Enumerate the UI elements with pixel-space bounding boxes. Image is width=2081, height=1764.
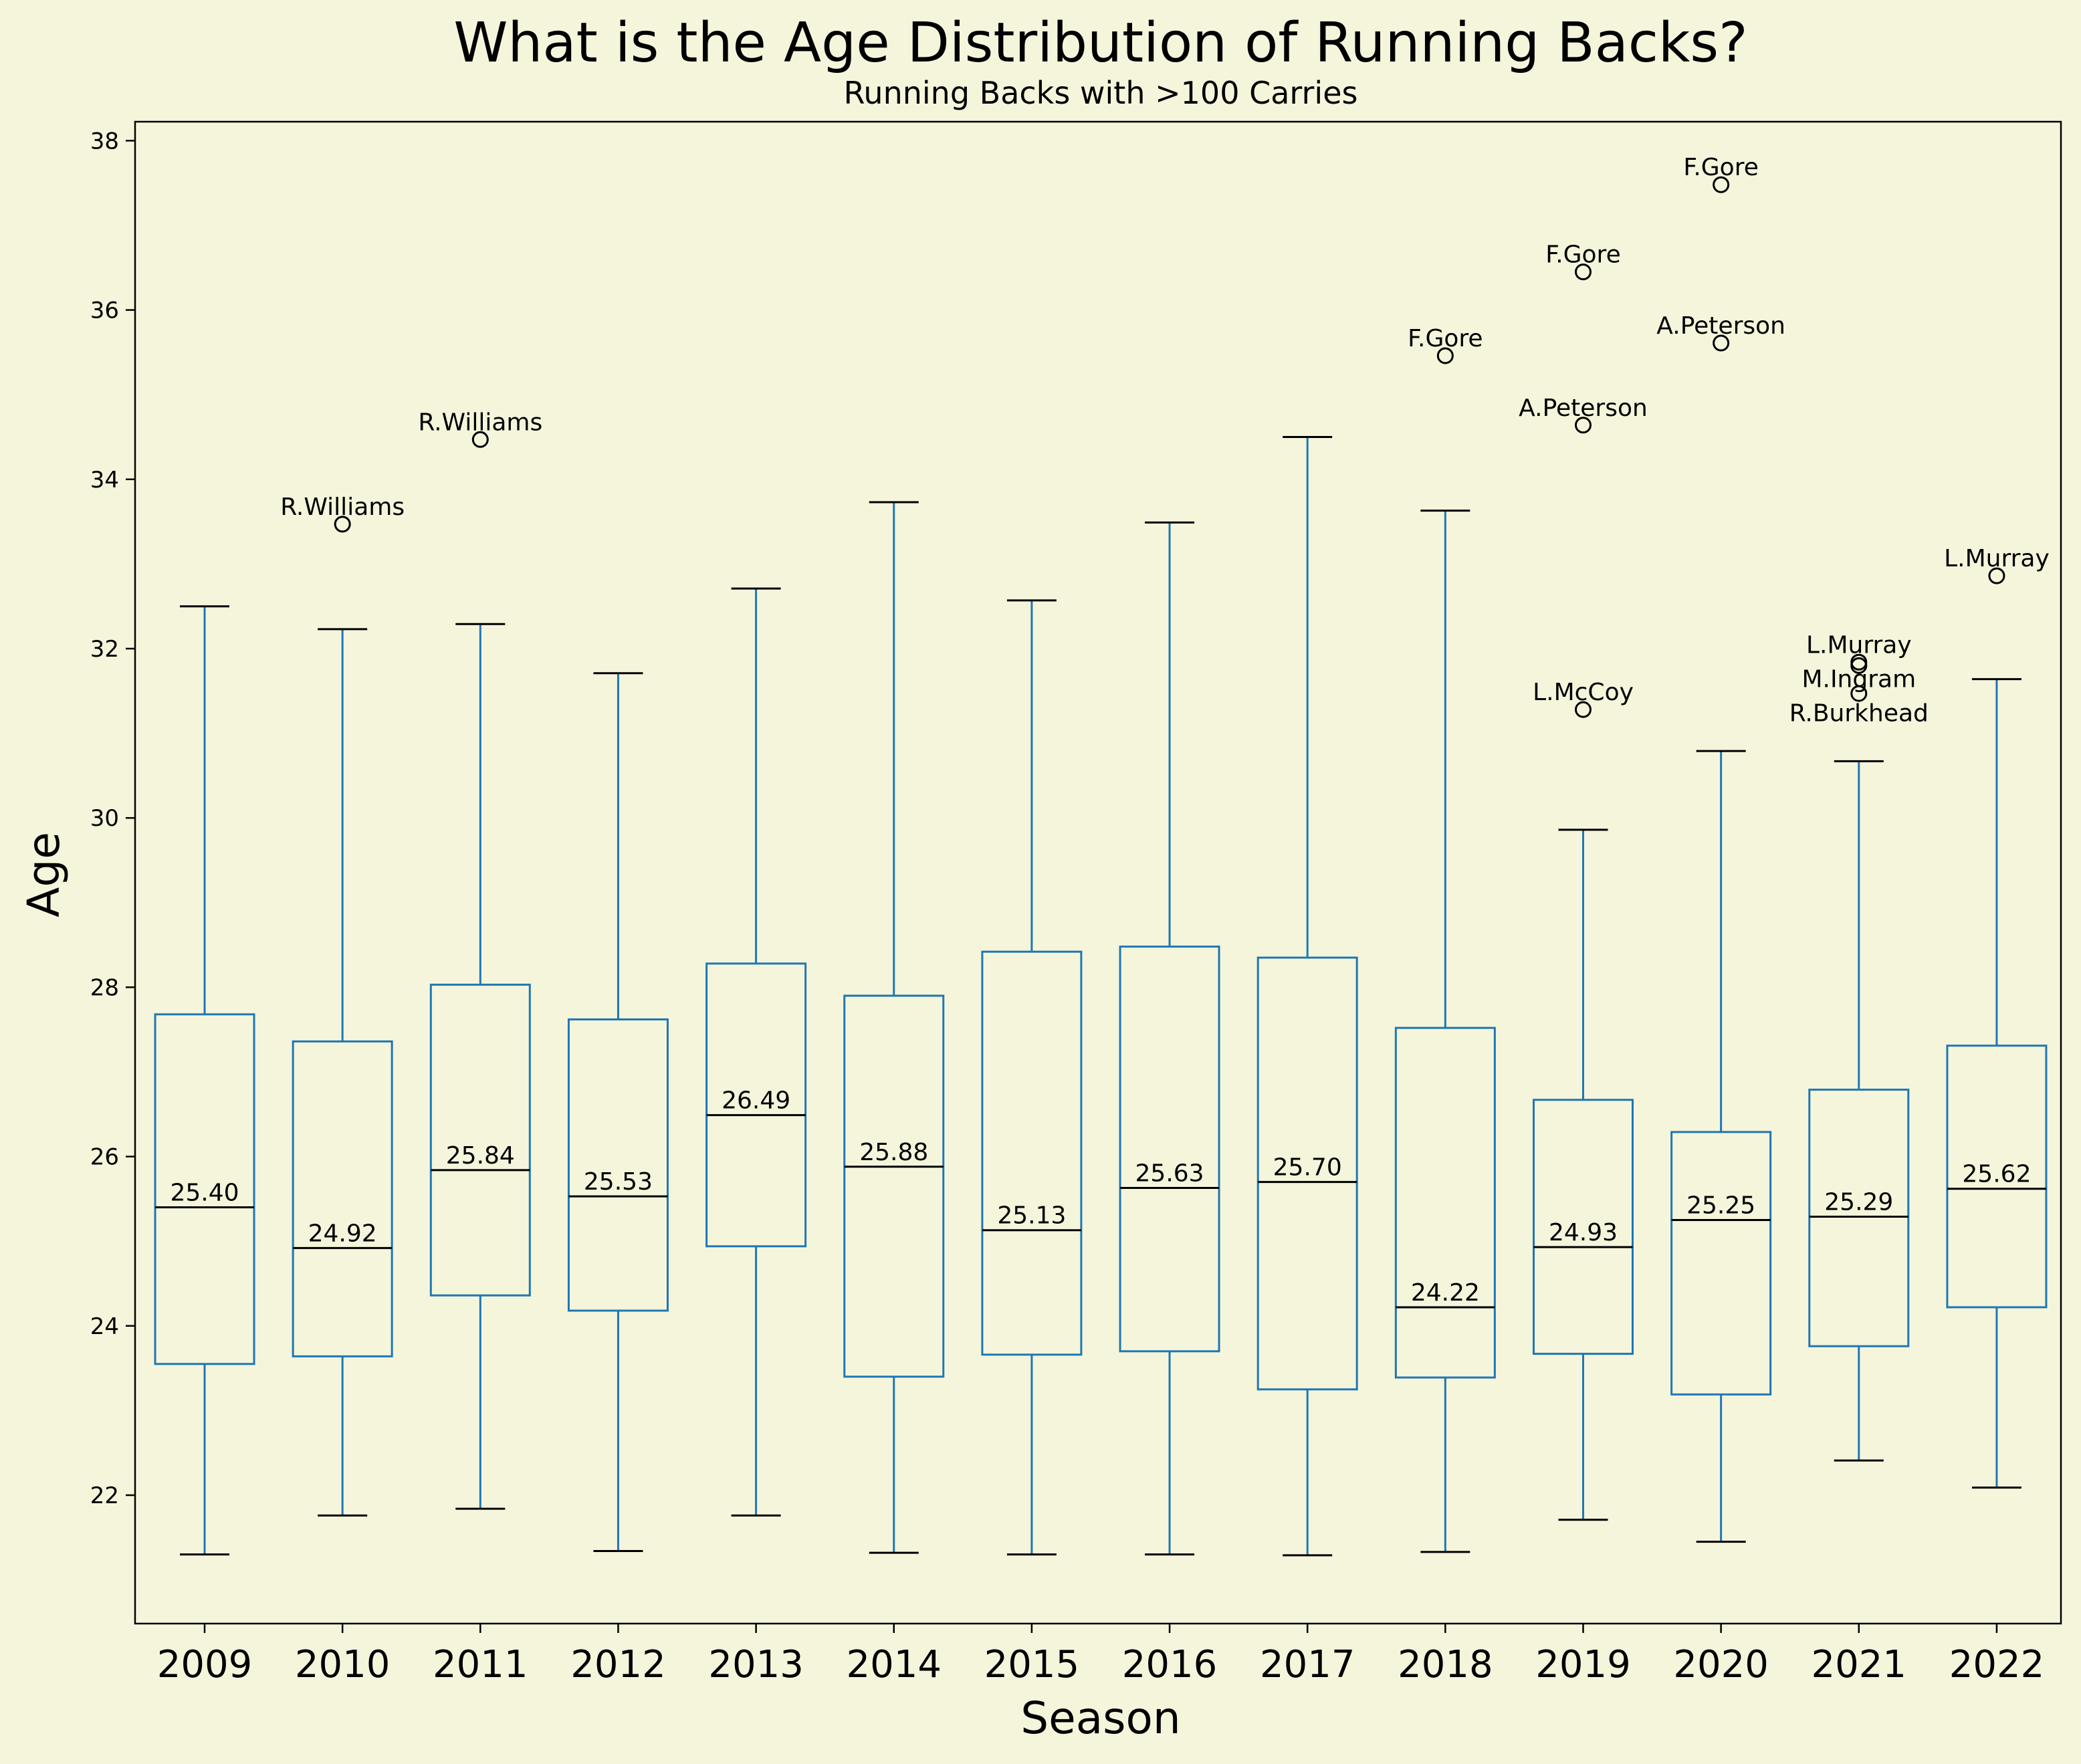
outlier-point bbox=[1850, 685, 1868, 702]
y-axis-label: Age bbox=[18, 832, 70, 917]
median-label: 25.29 bbox=[1824, 1188, 1893, 1216]
iqr-box bbox=[1533, 1099, 1634, 1355]
outlier-point bbox=[1988, 567, 2005, 584]
iqr-box bbox=[843, 994, 945, 1378]
chart-subtitle: Running Backs with >100 Carries bbox=[844, 75, 1358, 111]
x-tick-label: 2016 bbox=[1122, 1643, 1218, 1686]
median-label: 24.93 bbox=[1549, 1219, 1618, 1246]
iqr-box bbox=[1670, 1131, 1772, 1396]
outlier-point bbox=[1713, 176, 1730, 193]
y-tick-label: 38 bbox=[90, 128, 119, 154]
iqr-box bbox=[292, 1040, 393, 1357]
median-label: 25.40 bbox=[170, 1180, 239, 1207]
outlier-label: R.Williams bbox=[280, 493, 405, 521]
x-tick-label: 2010 bbox=[295, 1643, 391, 1686]
median-label: 25.25 bbox=[1686, 1192, 1755, 1220]
y-tick-label: 36 bbox=[90, 298, 119, 324]
iqr-box bbox=[1256, 956, 1358, 1391]
y-tick-label: 26 bbox=[90, 1144, 119, 1171]
x-tick-label: 2018 bbox=[1398, 1643, 1493, 1686]
iqr-box bbox=[1394, 1026, 1496, 1379]
outlier-label: F.Gore bbox=[1545, 241, 1620, 269]
x-tick-label: 2013 bbox=[708, 1643, 804, 1686]
outlier-label: A.Peterson bbox=[1519, 395, 1648, 422]
x-tick-label: 2022 bbox=[1949, 1643, 2045, 1686]
median-label: 25.63 bbox=[1135, 1160, 1204, 1187]
outlier-point bbox=[471, 431, 489, 448]
median-label: 24.92 bbox=[308, 1220, 377, 1247]
outlier-label: F.Gore bbox=[1683, 154, 1758, 181]
outlier-point bbox=[1575, 701, 1592, 718]
y-tick-label: 24 bbox=[90, 1313, 119, 1340]
x-tick-label: 2009 bbox=[157, 1643, 253, 1686]
median-label: 25.70 bbox=[1273, 1154, 1342, 1182]
iqr-box bbox=[154, 1013, 255, 1365]
iqr-box bbox=[1119, 946, 1220, 1353]
x-tick-label: 2015 bbox=[984, 1643, 1080, 1686]
y-tick-label: 32 bbox=[90, 636, 119, 663]
median-label: 25.84 bbox=[446, 1142, 515, 1170]
x-tick-label: 2019 bbox=[1535, 1643, 1631, 1686]
x-tick-label: 2021 bbox=[1812, 1643, 1907, 1686]
outlier-label: L.Murray bbox=[1806, 631, 1912, 659]
outlier-label: M.Ingram bbox=[1801, 665, 1916, 693]
x-tick-label: 2020 bbox=[1673, 1643, 1769, 1686]
iqr-box bbox=[1808, 1089, 1910, 1347]
x-axis-label: Season bbox=[1020, 1692, 1181, 1744]
x-tick-label: 2017 bbox=[1260, 1643, 1355, 1686]
median-label: 25.13 bbox=[997, 1202, 1066, 1230]
outlier-point bbox=[1436, 347, 1454, 364]
outlier-point bbox=[1575, 263, 1592, 281]
median-label: 24.22 bbox=[1411, 1279, 1480, 1307]
median-label: 25.88 bbox=[859, 1139, 928, 1166]
x-tick-label: 2012 bbox=[570, 1643, 666, 1686]
outlier-point bbox=[1575, 417, 1592, 434]
iqr-box bbox=[429, 984, 531, 1297]
median-label: 26.49 bbox=[722, 1087, 790, 1115]
y-tick-label: 34 bbox=[90, 467, 119, 493]
plot-frame bbox=[134, 120, 2062, 1625]
iqr-box bbox=[705, 962, 807, 1248]
x-tick-label: 2011 bbox=[433, 1643, 528, 1686]
chart-title: What is the Age Distribution of Running … bbox=[453, 11, 1747, 75]
iqr-box bbox=[567, 1018, 669, 1312]
outlier-point bbox=[1713, 334, 1730, 352]
y-tick-label: 30 bbox=[90, 805, 119, 832]
plot-area: 22 24 26 28 30 32 34 36 38 2009 2010 2011 2012 2013 20… bbox=[90, 128, 2050, 1686]
outlier-label: F.Gore bbox=[1408, 325, 1483, 352]
outlier-label: R.Williams bbox=[418, 409, 542, 436]
y-tick-label: 28 bbox=[90, 974, 119, 1001]
median-label: 25.53 bbox=[584, 1168, 653, 1196]
iqr-box bbox=[981, 950, 1083, 1356]
x-tick-label: 2014 bbox=[846, 1643, 942, 1686]
outlier-point bbox=[1850, 657, 1868, 674]
outlier-point bbox=[334, 516, 351, 533]
y-tick-label: 22 bbox=[90, 1482, 119, 1509]
outlier-label: L.Murray bbox=[1944, 545, 2050, 572]
outlier-label: R.Burkhead bbox=[1789, 699, 1929, 727]
outlier-label: A.Peterson bbox=[1656, 312, 1785, 340]
median-label: 25.62 bbox=[1962, 1161, 2031, 1188]
outlier-label: L.McCoy bbox=[1533, 679, 1634, 706]
iqr-box bbox=[1946, 1044, 2048, 1309]
